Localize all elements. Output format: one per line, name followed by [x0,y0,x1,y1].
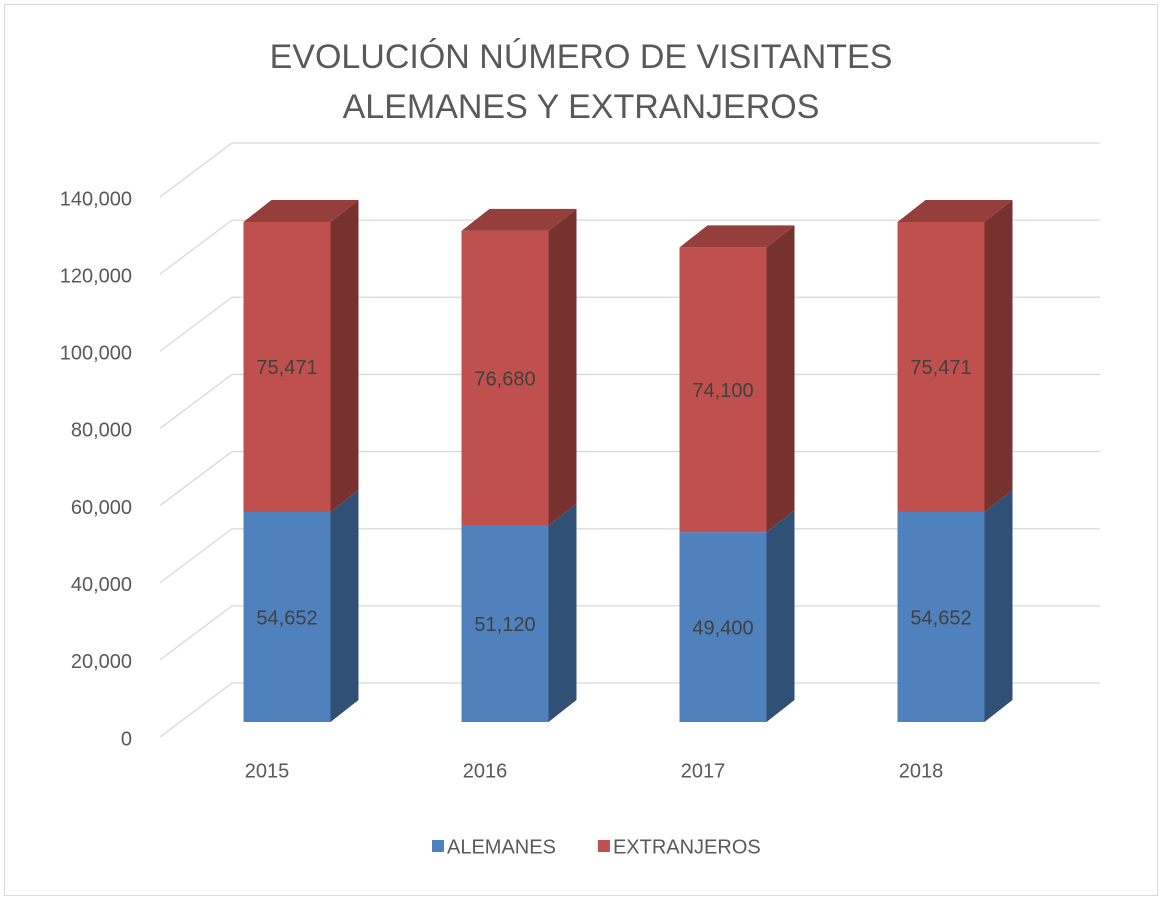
grid-line-side [159,373,233,429]
bar-top [679,225,795,248]
data-label: 75,471 [910,357,971,379]
y-tick-label: 100,000 [60,343,132,365]
x-tick-label: 2018 [899,760,944,782]
bar-segment [897,511,985,722]
grid-line-side [159,682,233,738]
bar-side [330,489,359,722]
x-tick-label: 2016 [463,760,508,782]
bar-top [461,208,577,231]
y-tick-label: 60,000 [71,497,132,519]
bar-top [243,199,359,222]
data-label: 51,120 [474,614,535,636]
chart-frame [4,4,1158,896]
legend-label: ALEMANES [447,836,556,858]
bar-side [984,489,1013,722]
y-tick-label: 20,000 [71,651,132,673]
bar-side [766,225,795,533]
bar-side [766,510,795,722]
bar-side [330,199,359,512]
data-label: 76,680 [474,368,535,390]
y-tick-label: 40,000 [71,574,132,596]
data-label: 74,100 [692,380,753,402]
legend-swatch [597,840,610,852]
grid-line-side [159,142,233,198]
bar-segment [897,221,985,512]
bar-side [548,503,577,722]
grid-line-side [159,451,233,507]
x-tick-label: 2015 [245,760,290,782]
bar-segment [679,532,767,722]
data-label: 54,652 [910,607,971,629]
legend-label: EXTRANJEROS [613,836,761,858]
y-tick-label: 80,000 [71,420,132,442]
grid-line-side [159,219,233,275]
data-label: 54,652 [256,607,317,629]
chart-title: EVOLUCIÓN NÚMERO DE VISITANTES ALEMANES … [269,38,893,126]
y-tick-label: 120,000 [60,265,132,287]
bar-side [984,199,1013,512]
bar-segment [679,247,767,533]
bar-side [548,208,577,526]
grid-line-side [159,528,233,584]
y-tick-label: 0 [121,728,132,750]
bar-segment [461,230,549,526]
data-label: 75,471 [256,357,317,379]
bar-segment [461,525,549,722]
grid-line-side [159,296,233,352]
x-tick-label: 2017 [681,760,726,782]
bar-top [897,199,1013,222]
grid-line-side [159,605,233,661]
bar-segment [243,511,331,722]
legend-swatch [432,840,444,852]
data-label: 49,400 [692,617,753,639]
y-tick-label: 140,000 [60,188,132,210]
bar-segment [243,221,331,512]
